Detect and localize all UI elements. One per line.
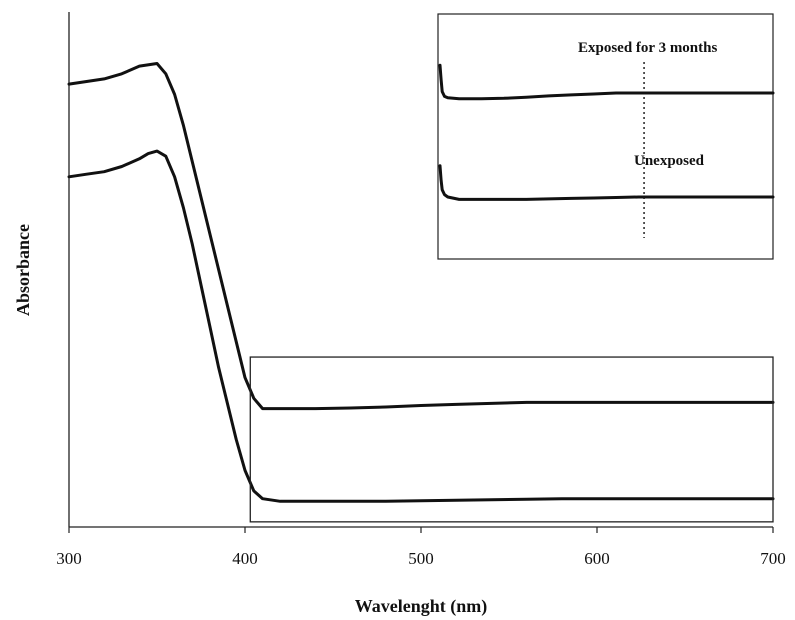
y-axis-title: Absorbance — [13, 224, 33, 316]
x-tick-label: 400 — [232, 549, 258, 568]
main-series-line-2 — [67, 149, 775, 503]
x-tick-label: 600 — [584, 549, 610, 568]
x-tick-label: 300 — [56, 549, 82, 568]
zoom-region-box — [249, 356, 774, 523]
inset-panel: Exposed for 3 months Unexposed — [437, 13, 775, 260]
x-tick-label: 500 — [408, 549, 434, 568]
inset-label-exposed: Exposed for 3 months — [578, 40, 717, 56]
x-ticks: 300 400 500 600 700 — [56, 527, 786, 568]
inset-label-unexposed: Unexposed — [634, 153, 705, 169]
main-series-group — [67, 62, 775, 503]
x-axis-title: Wavelenght (nm) — [355, 596, 488, 617]
main-series-line-1 — [67, 62, 775, 411]
x-tick-label: 700 — [760, 549, 786, 568]
inset-series-group — [438, 63, 775, 201]
inset-series-line-2 — [438, 164, 775, 201]
inset-series-line-1 — [438, 63, 775, 101]
inset-frame — [437, 13, 774, 260]
